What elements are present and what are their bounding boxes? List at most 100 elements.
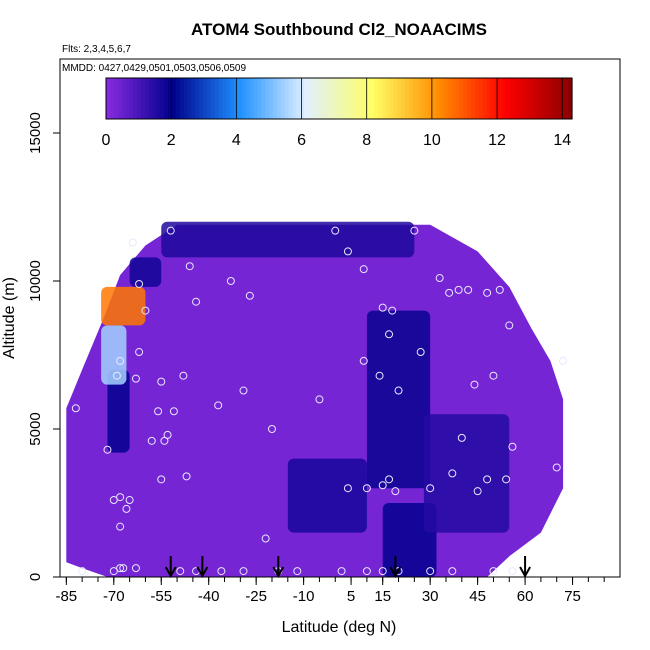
colorbar-cell [160, 78, 165, 119]
sample-point [128, 238, 137, 247]
colorbar-cell [471, 78, 476, 119]
colorbar-cell [230, 78, 235, 119]
sample-point [109, 496, 118, 505]
x-tick-label: 15 [374, 588, 391, 605]
colorbar-cell [451, 78, 457, 119]
colorbar-cell [257, 78, 262, 119]
colorbar-cell [222, 78, 227, 119]
colorbar-cell [494, 78, 499, 119]
colorbar-cell [381, 78, 387, 119]
colorbar-cell [327, 78, 332, 119]
colorbar-cell [187, 78, 193, 119]
colorbar-cell [416, 78, 422, 119]
colorbar-cell [218, 78, 224, 119]
colorbar-cell [117, 78, 123, 119]
colorbar-cell [467, 78, 472, 119]
sample-point [448, 567, 457, 576]
x-tick-label: -85 [55, 588, 77, 605]
colorbar-cell [362, 78, 367, 119]
colorbar-cell [315, 78, 321, 119]
field-region-2 [107, 369, 130, 453]
sample-point [131, 374, 140, 383]
field-region-3 [101, 325, 127, 385]
colorbar-cell [183, 78, 189, 119]
sample-point [426, 567, 435, 576]
colorbar-cell [241, 78, 247, 119]
sample-point [410, 226, 419, 235]
flight-arrows [164, 556, 531, 579]
colorbar-cell [385, 78, 391, 119]
colorbar-cell [509, 78, 515, 119]
chart-title: ATOM4 Southbound Cl2_NOAACIMS [191, 20, 487, 39]
colorbar-cell [513, 78, 519, 119]
x-tick-label: 45 [469, 588, 486, 605]
sample-point [343, 247, 352, 256]
colorbar-cell [311, 78, 317, 119]
colorbar-cell [521, 78, 526, 119]
colorbar-cell [517, 78, 523, 119]
sample-point [169, 407, 178, 416]
colorbar-cell [420, 78, 426, 119]
y-tick-label: 5000 [27, 412, 44, 445]
colorbar-cell [424, 78, 429, 119]
sample-points [71, 226, 568, 576]
sample-point [470, 380, 479, 389]
x-axis-label: Latitude (deg N) [282, 619, 397, 636]
flight-arrow [272, 556, 285, 579]
colorbar [105, 77, 573, 120]
plot-frame [59, 58, 621, 578]
colorbar-cell [245, 78, 251, 119]
x-tick-label: -70 [103, 588, 125, 605]
flights-subtitle: Flts: 2,3,4,5,6,7 [62, 44, 131, 55]
sample-point [135, 279, 144, 288]
sample-point [116, 522, 125, 531]
colorbar-cell [432, 78, 437, 119]
sample-point [343, 484, 352, 493]
sample-point [445, 288, 454, 297]
colorbar-cell [463, 78, 468, 119]
colorbar-cell [226, 78, 231, 119]
x-tick-label: 30 [422, 588, 439, 605]
colorbar-cell [148, 78, 154, 119]
sample-point [192, 297, 201, 306]
colorbar-tick-label: 0 [102, 132, 111, 149]
colorbar-cell [175, 78, 181, 119]
colorbar-cell [537, 78, 542, 119]
colorbar-cell [335, 78, 340, 119]
colorbar-cell [346, 78, 352, 119]
colorbar-cell [339, 78, 344, 119]
colorbar-cell [486, 78, 492, 119]
colorbar-cell [144, 78, 150, 119]
field-region-4 [101, 286, 146, 326]
flight-arrow [519, 556, 531, 579]
sample-point [179, 371, 188, 380]
field-region-5 [129, 257, 162, 287]
colorbar-cell [389, 78, 394, 119]
sample-point [122, 504, 131, 513]
colorbar-cell [168, 78, 173, 119]
colorbar-cell [304, 78, 309, 119]
sample-point [135, 348, 144, 357]
colorbar-cell [106, 78, 111, 119]
sample-point [489, 371, 498, 380]
sample-point [116, 564, 125, 573]
colorbar-cell [529, 78, 534, 119]
colorbar-cell [482, 78, 488, 119]
colorbar-cell [370, 78, 375, 119]
colorbar-cell [502, 78, 507, 119]
sample-point [147, 436, 156, 445]
colorbar-cell [164, 78, 169, 119]
flight-arrow [164, 556, 177, 579]
sample-point [131, 564, 140, 573]
colorbar-cell [525, 78, 530, 119]
y-tick-label: 15000 [27, 112, 44, 154]
sample-point [378, 567, 387, 576]
sample-point [331, 226, 340, 235]
colorbar-cell [548, 78, 554, 119]
colorbar-cell [300, 78, 305, 119]
sample-point [160, 436, 169, 445]
sample-point [119, 564, 128, 573]
colorbar-cell [280, 78, 286, 119]
colorbar-cell [113, 78, 119, 119]
